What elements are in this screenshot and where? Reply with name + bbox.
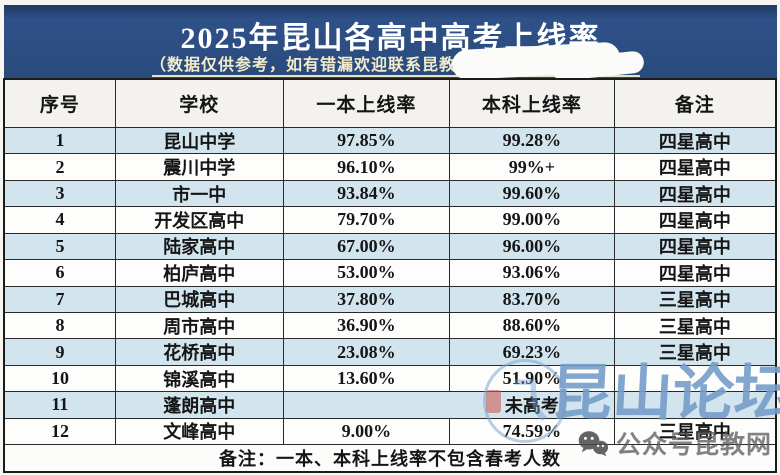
remark-cell: 四星高中 — [658, 184, 731, 205]
subtitle-underline — [152, 75, 640, 77]
column-header-remark: 备注 — [674, 95, 715, 116]
tier1-rate-cell: 96.10% — [284, 154, 451, 180]
table-row: 11 蓬朗高中 未高考 — [5, 392, 775, 419]
undergrad-rate-cell: 99.60% — [450, 180, 615, 207]
school-cell: 锦溪高中 — [116, 365, 284, 392]
table-row: 4 开发区高中 79.70% 99.00% 四星高中 — [5, 207, 775, 234]
footer-row: 备注：一本、本科上线率不包含春考人数 — [5, 445, 775, 471]
table-row: 5 陆家高中 67.00% 96.00% 四星高中 — [5, 233, 775, 261]
remark-cell: 三星高中 — [658, 290, 731, 311]
title-band: 2025年昆山各高中高考上线率 （数据仅供参考，如有错漏欢迎联系昆教 — [4, 5, 777, 82]
undergrad-rate-cell: 99.00% — [450, 207, 615, 233]
tier1-rate-cell: 36.90% — [284, 312, 451, 339]
rank-cell: 1 — [5, 128, 116, 154]
forum-logo-glyph: 乁 — [496, 373, 554, 429]
rank-cell: 4 — [5, 207, 116, 233]
results-table: 序号 学校 一本上线率 本科上线率 备注 1 昆山中学 97.85% 99.28… — [3, 78, 777, 473]
undergrad-rate-cell: 96.00% — [450, 233, 615, 260]
column-header-undergrad: 本科上线率 — [450, 80, 615, 127]
forum-logo-icon: 乁 — [483, 359, 567, 443]
tier1-rate-cell: 37.80% — [284, 286, 451, 312]
undergrad-rate-cell: 83.70% — [450, 286, 615, 312]
wechat-icon — [578, 430, 609, 456]
tier1-rate-cell: 53.00% — [284, 260, 451, 286]
tier1-rate-cell: 13.60% — [284, 365, 451, 392]
table-row: 8 周市高中 36.90% 88.60% 三星高中 — [5, 312, 775, 340]
tier1-rate-cell: 79.70% — [284, 207, 451, 233]
undergrad-rate-cell: 88.60% — [450, 312, 615, 339]
red-seal-icon — [486, 390, 501, 413]
remark-cell: 四星高中 — [658, 210, 731, 231]
undergrad-rate-cell: 69.23% — [450, 339, 615, 365]
undergrad-rate-cell: 99%+ — [450, 154, 615, 180]
school-cell: 开发区高中 — [116, 207, 284, 233]
rank-cell: 9 — [5, 339, 116, 365]
table-row: 9 花桥高中 23.08% 69.23% 三星高中 — [5, 339, 775, 366]
table-row: 6 柏庐高中 53.00% 93.06% 四星高中 — [5, 260, 775, 287]
table-row: 7 巴城高中 37.80% 83.70% 三星高中 — [5, 286, 775, 313]
rank-cell: 12 — [5, 418, 116, 445]
rank-cell: 2 — [5, 154, 116, 180]
table-header-row: 序号 学校 一本上线率 本科上线率 备注 — [5, 80, 775, 128]
rank-cell: 5 — [5, 233, 116, 260]
tier1-rate-cell: 9.00% — [284, 418, 451, 445]
rank-cell: 8 — [5, 312, 116, 339]
tier1-rate-cell: 67.00% — [284, 233, 451, 260]
remark-cell: 三星高中 — [658, 316, 731, 337]
column-header-tier1: 一本上线率 — [284, 80, 451, 127]
undergrad-rate-cell: 93.06% — [450, 260, 615, 286]
wechat-watermark: 公众号昆教网 — [577, 425, 772, 461]
table-row: 1 昆山中学 97.85% 99.28% 四星高中 — [5, 128, 775, 155]
tier1-rate-cell: 97.85% — [284, 128, 451, 154]
column-header-school: 学校 — [116, 80, 284, 127]
rank-cell: 6 — [5, 260, 116, 286]
remark-cell: 三星高中 — [658, 343, 731, 364]
page-subtitle: （数据仅供参考，如有错漏欢迎联系昆教 — [150, 57, 457, 74]
wechat-watermark-text: 公众号昆教网 — [616, 431, 773, 459]
column-header-rank: 序号 — [5, 80, 116, 127]
school-cell: 市一中 — [116, 180, 284, 207]
school-cell: 花桥高中 — [116, 339, 284, 365]
remark-cell: 三星高中 — [658, 422, 731, 443]
table-row: 3 市一中 93.84% 99.60% 四星高中 — [5, 180, 775, 208]
remark-cell: 四星高中 — [658, 237, 731, 258]
rank-cell: 10 — [5, 365, 116, 392]
tier1-rate-cell: 23.08% — [284, 339, 451, 365]
rank-cell: 11 — [5, 392, 116, 418]
remark-cell: 四星高中 — [658, 158, 731, 179]
rank-cell: 7 — [5, 286, 116, 312]
tier1-rate-cell — [284, 392, 450, 417]
footer-note: 备注：一本、本科上线率不包含春考人数 — [219, 449, 561, 469]
school-cell: 陆家高中 — [116, 233, 284, 260]
remark-cell: 四星高中 — [658, 131, 731, 152]
school-cell: 文峰高中 — [116, 418, 284, 445]
school-cell: 柏庐高中 — [116, 260, 284, 286]
school-cell: 周市高中 — [116, 312, 284, 339]
school-cell: 震川中学 — [116, 154, 284, 180]
remark-cell: 四星高中 — [658, 263, 731, 284]
undergrad-rate-cell: 99.28% — [450, 128, 615, 154]
tier1-rate-cell: 93.84% — [284, 180, 451, 207]
table-row: 2 震川中学 96.10% 99%+ 四星高中 — [5, 154, 775, 181]
school-cell: 巴城高中 — [116, 286, 284, 312]
table-body: 1 昆山中学 97.85% 99.28% 四星高中 2 震川中学 96.10% … — [5, 128, 775, 446]
rank-cell: 3 — [5, 180, 116, 207]
forum-watermark-text: 昆山论坛 — [549, 359, 780, 427]
school-cell: 蓬朗高中 — [116, 392, 284, 418]
school-cell: 昆山中学 — [116, 128, 284, 154]
